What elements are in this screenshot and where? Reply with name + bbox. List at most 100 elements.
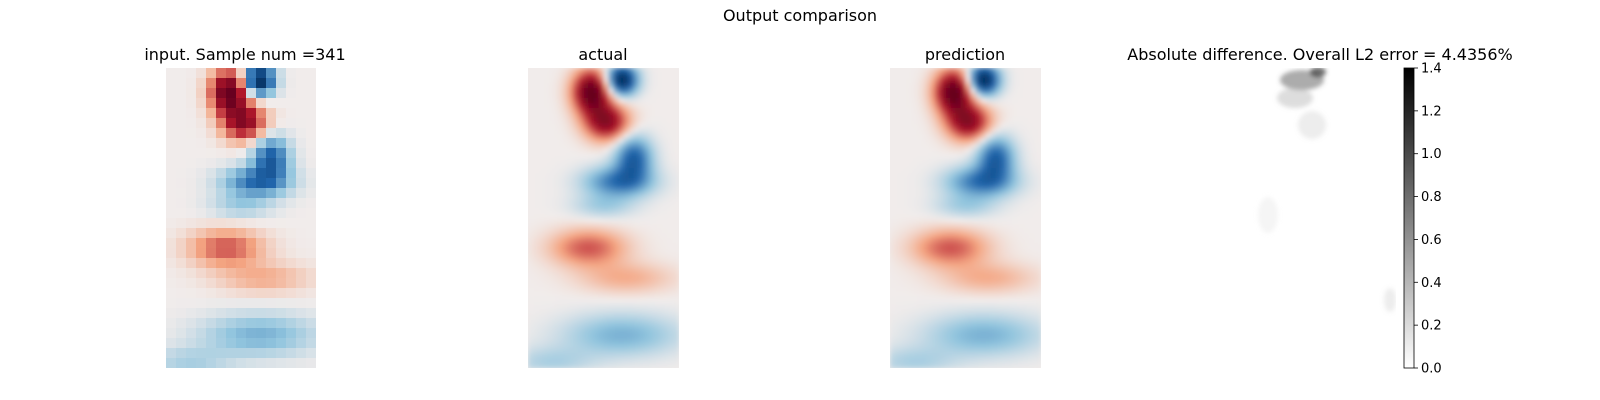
prediction-cell — [955, 198, 961, 204]
prediction-cell — [915, 273, 921, 279]
actual-cell — [613, 208, 619, 214]
prediction-cell — [1020, 103, 1027, 109]
input-cell — [256, 338, 267, 349]
actual-cell — [533, 218, 539, 224]
actual-cell — [613, 353, 619, 359]
actual-cell — [633, 243, 640, 249]
prediction-cell — [1020, 328, 1027, 334]
prediction-cell — [920, 308, 926, 314]
actual-cell — [533, 338, 539, 344]
prediction-cell — [890, 258, 896, 264]
prediction-cell — [955, 93, 961, 99]
actual-cell — [673, 183, 679, 189]
actual-cell — [638, 223, 645, 229]
actual-cell — [628, 133, 635, 139]
actual-cell — [593, 363, 599, 368]
input-cell — [266, 118, 277, 129]
actual-cell — [663, 223, 670, 229]
prediction-cell — [925, 293, 931, 299]
prediction-cell — [990, 268, 997, 274]
actual-cell — [643, 308, 650, 314]
actual-cell — [663, 328, 670, 334]
actual-cell — [558, 98, 564, 104]
prediction-cell — [980, 93, 987, 99]
prediction-cell — [945, 223, 951, 229]
prediction-cell — [945, 88, 951, 94]
prediction-cell — [965, 158, 971, 164]
actual-cell — [663, 213, 670, 219]
prediction-cell — [980, 228, 987, 234]
actual-cell — [658, 328, 665, 334]
prediction-cell — [970, 113, 976, 119]
prediction-cell — [940, 348, 946, 354]
prediction-cell — [965, 288, 971, 294]
prediction-cell — [1015, 323, 1022, 329]
prediction-cell — [905, 278, 911, 284]
actual-cell — [593, 73, 599, 79]
actual-cell — [633, 78, 640, 84]
actual-cell — [598, 253, 604, 259]
prediction-cell — [945, 113, 951, 119]
input-cell — [286, 88, 297, 99]
prediction-cell — [1010, 258, 1017, 264]
actual-cell — [543, 263, 549, 269]
prediction-cell — [1025, 248, 1032, 254]
colorbar-tick-label: 0.4 — [1421, 276, 1442, 291]
prediction-cell — [1030, 88, 1037, 94]
actual-cell — [598, 293, 604, 299]
actual-cell — [618, 323, 625, 329]
prediction-cell — [1005, 68, 1012, 74]
actual-cell — [668, 213, 675, 219]
prediction-cell — [940, 148, 946, 154]
prediction-cell — [890, 183, 896, 189]
prediction-cell — [965, 83, 971, 89]
actual-cell — [638, 333, 645, 339]
prediction-cell — [915, 153, 921, 159]
actual-cell — [538, 198, 544, 204]
actual-cell — [613, 128, 619, 134]
actual-cell — [608, 168, 614, 174]
actual-cell — [533, 308, 539, 314]
actual-cell — [603, 123, 609, 129]
actual-cell — [553, 228, 559, 234]
prediction-cell — [900, 328, 906, 334]
actual-cell — [528, 113, 534, 119]
actual-cell — [588, 213, 594, 219]
actual-cell — [648, 148, 655, 154]
actual-cell — [663, 73, 670, 79]
actual-cell — [568, 333, 574, 339]
actual-cell — [608, 348, 614, 354]
actual-cell — [648, 68, 655, 74]
prediction-cell — [1020, 213, 1027, 219]
input-cell — [236, 218, 247, 229]
prediction-cell — [1000, 243, 1007, 249]
actual-cell — [623, 348, 630, 354]
actual-cell — [608, 78, 614, 84]
actual-cell — [583, 318, 589, 324]
prediction-cell — [970, 83, 976, 89]
prediction-cell — [970, 233, 976, 239]
actual-cell — [608, 313, 614, 319]
input-cell — [256, 278, 267, 289]
prediction-cell — [1010, 143, 1017, 149]
input-cell — [176, 78, 187, 89]
actual-cell — [533, 263, 539, 269]
actual-cell — [528, 358, 534, 364]
prediction-cell — [935, 363, 941, 368]
actual-cell — [648, 73, 655, 79]
actual-cell — [673, 193, 679, 199]
actual-cell — [668, 273, 675, 279]
prediction-cell — [940, 313, 946, 319]
prediction-cell — [975, 343, 981, 349]
actual-cell — [533, 328, 539, 334]
actual-cell — [598, 333, 604, 339]
actual-cell — [563, 153, 569, 159]
prediction-cell — [910, 173, 916, 179]
prediction-cell — [995, 73, 1002, 79]
actual-cell — [598, 218, 604, 224]
prediction-cell — [965, 163, 971, 169]
prediction-cell — [940, 298, 946, 304]
prediction-cell — [930, 183, 936, 189]
prediction-cell — [950, 183, 956, 189]
prediction-cell — [1010, 133, 1017, 139]
